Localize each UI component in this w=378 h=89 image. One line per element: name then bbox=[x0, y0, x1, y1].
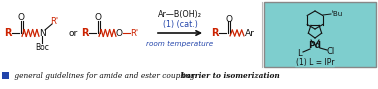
Bar bbox=[2, 72, 9, 79]
Text: R: R bbox=[211, 28, 219, 38]
Text: Ar: Ar bbox=[245, 28, 255, 37]
Text: N: N bbox=[39, 28, 45, 37]
Text: general guidelines for amide and ester coupling:: general guidelines for amide and ester c… bbox=[12, 73, 200, 80]
Text: Cl: Cl bbox=[327, 46, 335, 56]
Text: (1) L = IPr: (1) L = IPr bbox=[296, 57, 334, 66]
Bar bbox=[264, 2, 376, 67]
Text: (1) (cat.): (1) (cat.) bbox=[163, 19, 197, 28]
Text: ᵗBu: ᵗBu bbox=[332, 11, 343, 17]
Text: Boc: Boc bbox=[35, 43, 49, 52]
Text: O: O bbox=[94, 12, 102, 22]
Text: L: L bbox=[297, 49, 301, 58]
Text: or: or bbox=[68, 28, 77, 37]
Text: barrier to isomerization: barrier to isomerization bbox=[181, 73, 280, 80]
Text: Pd: Pd bbox=[308, 41, 322, 50]
Text: Ar—B(OH)₂: Ar—B(OH)₂ bbox=[158, 10, 202, 19]
Text: O: O bbox=[17, 12, 25, 22]
Text: room temperature: room temperature bbox=[146, 41, 214, 47]
Text: R': R' bbox=[130, 28, 138, 37]
Text: R: R bbox=[4, 28, 12, 38]
Text: O: O bbox=[116, 28, 122, 37]
Text: general guidelines for amide and ester coupling: barrier to isomerization: general guidelines for amide and ester c… bbox=[12, 73, 281, 80]
Text: O: O bbox=[225, 15, 232, 23]
Text: R': R' bbox=[50, 18, 58, 27]
Text: R: R bbox=[81, 28, 89, 38]
